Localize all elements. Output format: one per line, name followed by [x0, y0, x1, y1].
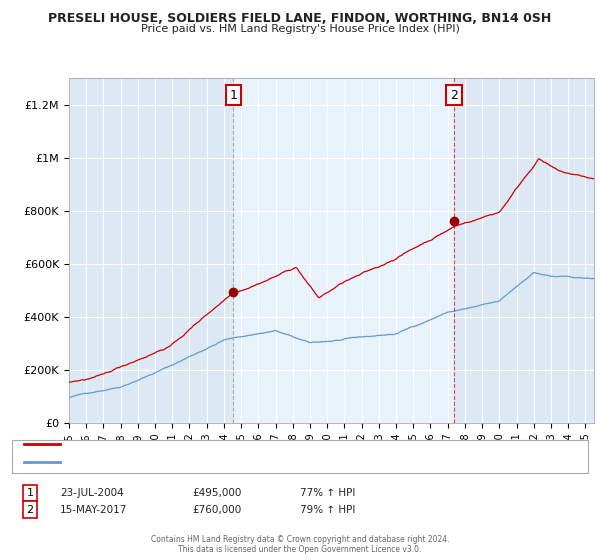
Text: 2: 2	[450, 88, 458, 102]
Text: 23-JUL-2004: 23-JUL-2004	[60, 488, 124, 498]
Text: Contains HM Land Registry data © Crown copyright and database right 2024.
This d: Contains HM Land Registry data © Crown c…	[151, 535, 449, 554]
Text: £760,000: £760,000	[192, 505, 241, 515]
Text: 79% ↑ HPI: 79% ↑ HPI	[300, 505, 355, 515]
Text: 2: 2	[26, 505, 34, 515]
Text: HPI: Average price, detached house, Arun: HPI: Average price, detached house, Arun	[66, 457, 270, 467]
Text: 1: 1	[229, 88, 238, 102]
Text: Price paid vs. HM Land Registry's House Price Index (HPI): Price paid vs. HM Land Registry's House …	[140, 24, 460, 34]
Text: 77% ↑ HPI: 77% ↑ HPI	[300, 488, 355, 498]
Bar	[233, 78, 454, 423]
Text: PRESELI HOUSE, SOLDIERS FIELD LANE, FINDON, WORTHING, BN14 0SH: PRESELI HOUSE, SOLDIERS FIELD LANE, FIND…	[49, 12, 551, 25]
Text: 1: 1	[26, 488, 34, 498]
Text: PRESELI HOUSE, SOLDIERS FIELD LANE, FINDON, WORTHING, BN14 0SH (detached house: PRESELI HOUSE, SOLDIERS FIELD LANE, FIND…	[66, 439, 504, 449]
Text: £495,000: £495,000	[192, 488, 241, 498]
Text: 15-MAY-2017: 15-MAY-2017	[60, 505, 127, 515]
